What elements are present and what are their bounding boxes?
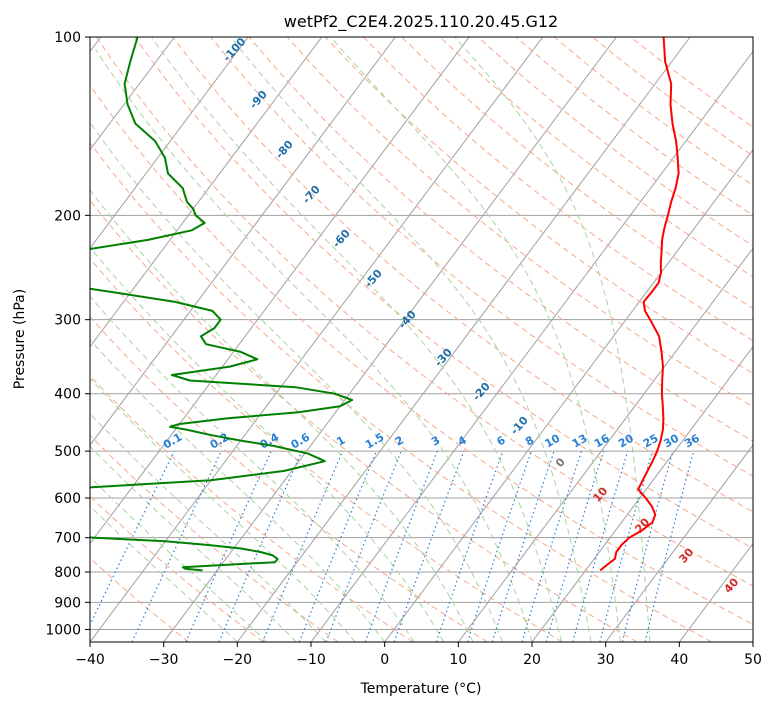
mixing-ratio-line — [466, 450, 532, 642]
moist-adiabat-line — [90, 121, 503, 642]
moist-adiabat-line — [90, 246, 445, 642]
dry-adiabat-line — [90, 84, 753, 625]
x-axis-title: Temperature (°C) — [360, 681, 482, 697]
mixing-ratio-line — [545, 450, 605, 642]
y-tick-label: 1000 — [45, 622, 81, 638]
x-tick-label: 50 — [744, 652, 762, 668]
moist-adiabat-line — [151, 37, 562, 642]
moist-adiabat-line — [90, 295, 415, 642]
temperature-trace — [599, 37, 680, 572]
moist-adiabat-line — [454, 37, 651, 642]
x-tick-label: −10 — [296, 652, 326, 668]
y-axis: 100 200 300 400 500 600 700 800 900 1000 — [45, 30, 90, 638]
y-tick-label: 100 — [54, 30, 81, 46]
isotherm-line — [384, 149, 753, 642]
y-tick-label: 300 — [54, 313, 81, 329]
isotherm-line — [90, 37, 396, 446]
isotherm-line — [457, 247, 753, 642]
mixing-ratio-line — [364, 450, 438, 642]
y-tick-label: 700 — [54, 531, 81, 547]
dry-adiabat-line — [210, 37, 753, 477]
moist-adiabat-line — [230, 37, 592, 642]
mixing-ratio-line — [491, 450, 555, 642]
chart-title: wetPf2_C2E4.2025.110.20.45.G12 — [284, 12, 558, 32]
moist-adiabat-line — [90, 412, 327, 642]
moist-adiabat-line — [90, 445, 297, 642]
x-tick-label: 0 — [380, 652, 389, 668]
isotherm-line — [236, 37, 691, 642]
mixing-ratio-line — [521, 450, 583, 642]
dry-adiabat-line — [90, 257, 563, 642]
isotherm-line — [90, 37, 323, 348]
isotherm-line — [531, 345, 753, 642]
moist-adiabat-line — [90, 338, 386, 642]
y-tick-label: 400 — [54, 387, 81, 403]
mixing-ratio-line — [325, 450, 402, 642]
mixing-ratio-line — [131, 450, 222, 642]
x-tick-label: 40 — [670, 652, 688, 668]
isotherm-line — [90, 37, 470, 545]
mixing-ratio-line — [572, 450, 629, 642]
dry-adiabat-line — [134, 37, 753, 550]
dry-adiabat-line — [95, 37, 753, 587]
y-tick-label: 900 — [54, 595, 81, 611]
x-tick-label: −40 — [75, 652, 105, 668]
isotherm-line — [163, 37, 617, 642]
y-tick-label: 800 — [54, 565, 81, 581]
moist-adiabat-line — [90, 476, 268, 642]
dry-adiabat-line — [90, 199, 638, 642]
moist-adiabat-line — [95, 49, 533, 642]
x-tick-label: 30 — [597, 652, 615, 668]
y-tick-label: 600 — [54, 491, 81, 507]
background-lines — [90, 37, 753, 642]
mixing-ratio-line — [90, 450, 175, 627]
sounding-traces — [90, 37, 680, 572]
moist-adiabat-line — [330, 37, 621, 642]
dry-adiabat-line — [401, 37, 753, 309]
isotherm-line — [310, 50, 753, 642]
x-tick-label: −30 — [149, 652, 179, 668]
moist-adiabat-line — [90, 189, 474, 642]
dewpoint-trace — [90, 37, 354, 572]
dry-adiabat-line — [90, 142, 712, 642]
y-tick-label: 500 — [54, 444, 81, 460]
dry-adiabat-line — [172, 37, 753, 513]
x-tick-label: 20 — [523, 652, 541, 668]
x-tick-label: −20 — [223, 652, 253, 668]
isotherm-line — [90, 37, 249, 250]
dry-adiabat-line — [248, 37, 753, 442]
dry-adiabat-line — [90, 375, 414, 642]
plot-frame — [89, 36, 754, 643]
isotherm-line — [90, 37, 175, 151]
y-axis-title: Pressure (hPa) — [12, 289, 28, 389]
isotherm-line — [605, 444, 753, 642]
y-tick-label: 200 — [54, 208, 81, 224]
moist-adiabat-line — [90, 505, 238, 642]
x-tick-label: 10 — [449, 652, 467, 668]
x-axis: −40 −30 −20 −10 0 10 20 30 40 50 — [75, 642, 762, 668]
